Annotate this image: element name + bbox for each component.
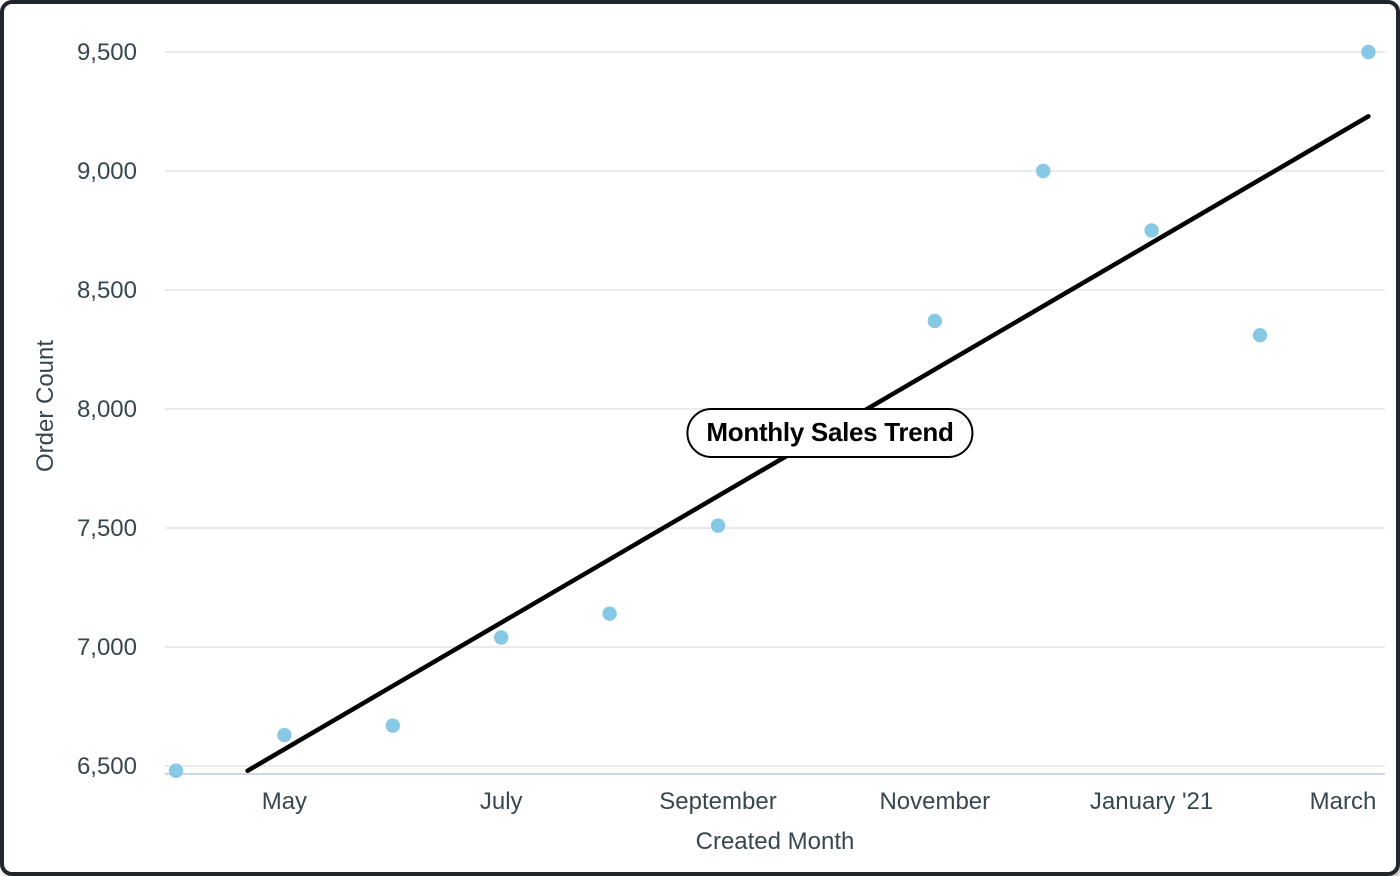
data-point[interactable] — [927, 313, 942, 329]
data-point[interactable] — [277, 727, 292, 743]
data-point[interactable] — [602, 606, 617, 621]
data-point[interactable] — [1036, 163, 1051, 179]
y-tick-label: 9,000 — [77, 158, 137, 185]
y-tick-label: 8,500 — [77, 277, 137, 304]
y-tick-label: 6,500 — [77, 753, 137, 780]
series-label-badge: Monthly Sales Trend — [686, 408, 974, 458]
data-point[interactable] — [1361, 44, 1376, 60]
x-tick-label: September — [659, 788, 776, 815]
x-tick-label: March — [1310, 788, 1377, 815]
x-axis-title: Created Month — [695, 828, 855, 855]
y-tick-label: 7,000 — [77, 634, 137, 661]
data-point[interactable] — [168, 763, 184, 778]
y-tick-label: 9,500 — [77, 39, 137, 66]
y-tick-label: 7,500 — [77, 515, 137, 542]
data-point[interactable] — [385, 718, 400, 733]
data-point[interactable] — [1144, 223, 1159, 238]
x-tick-label: January '21 — [1090, 788, 1213, 815]
y-axis-title: Order Count — [32, 339, 59, 473]
data-point[interactable] — [710, 518, 726, 533]
x-tick-label: November — [879, 788, 990, 815]
x-tick-label: July — [480, 788, 523, 815]
y-tick-label: 8,000 — [77, 396, 137, 423]
data-point[interactable] — [1252, 328, 1268, 343]
x-tick-label: May — [262, 788, 307, 815]
data-point[interactable] — [494, 630, 509, 645]
